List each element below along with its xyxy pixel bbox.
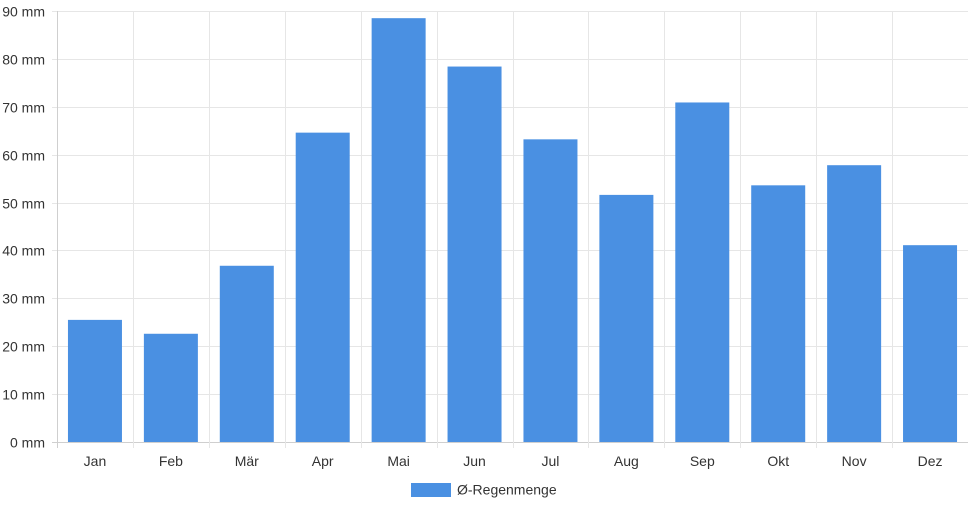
y-tick-label: 90 mm [2, 4, 45, 20]
grid-lines [52, 11, 968, 448]
y-axis-ticks: 0 mm 10 mm 20 mm 30 mm 40 mm 50 mm 60 mm 70 mm 8… [2, 4, 45, 451]
bar[interactable] [447, 66, 502, 443]
y-tick-label: 40 mm [2, 243, 45, 259]
bar[interactable] [219, 265, 274, 442]
y-tick-label: 30 mm [2, 291, 45, 307]
bar[interactable] [751, 185, 806, 442]
bar[interactable] [903, 245, 958, 442]
bar[interactable] [295, 132, 350, 442]
y-tick-label: 60 mm [2, 148, 45, 164]
bar[interactable] [523, 139, 578, 442]
x-tick-label: Feb [159, 453, 183, 469]
x-tick-label: Jul [542, 453, 560, 469]
legend[interactable]: Ø-Regenmenge [411, 482, 557, 498]
y-tick-label: 80 mm [2, 52, 45, 68]
x-tick-label: Aug [614, 453, 639, 469]
bar[interactable] [371, 18, 426, 443]
y-tick-label: 50 mm [2, 196, 45, 212]
legend-swatch [411, 483, 451, 497]
legend-label: Ø-Regenmenge [457, 482, 557, 498]
bar[interactable] [143, 333, 198, 442]
x-tick-label: Nov [842, 453, 867, 469]
x-tick-label: Sep [690, 453, 715, 469]
bar-series [67, 18, 958, 443]
bar[interactable] [67, 319, 122, 442]
x-tick-label: Mär [235, 453, 259, 469]
y-tick-label: 70 mm [2, 100, 45, 116]
x-tick-label: Apr [312, 453, 334, 469]
bar[interactable] [827, 165, 882, 442]
x-tick-label: Jun [463, 453, 486, 469]
y-tick-label: 0 mm [10, 435, 45, 451]
y-tick-label: 10 mm [2, 387, 45, 403]
bar[interactable] [599, 194, 654, 442]
x-axis-ticks: Jan Feb Mär Apr Mai Jun Jul Aug Sep Okt Nov Dez [84, 453, 943, 469]
x-tick-label: Dez [918, 453, 943, 469]
x-tick-label: Okt [767, 453, 789, 469]
y-tick-label: 20 mm [2, 339, 45, 355]
x-tick-label: Jan [84, 453, 107, 469]
x-tick-label: Mai [387, 453, 410, 469]
bar[interactable] [675, 102, 730, 442]
